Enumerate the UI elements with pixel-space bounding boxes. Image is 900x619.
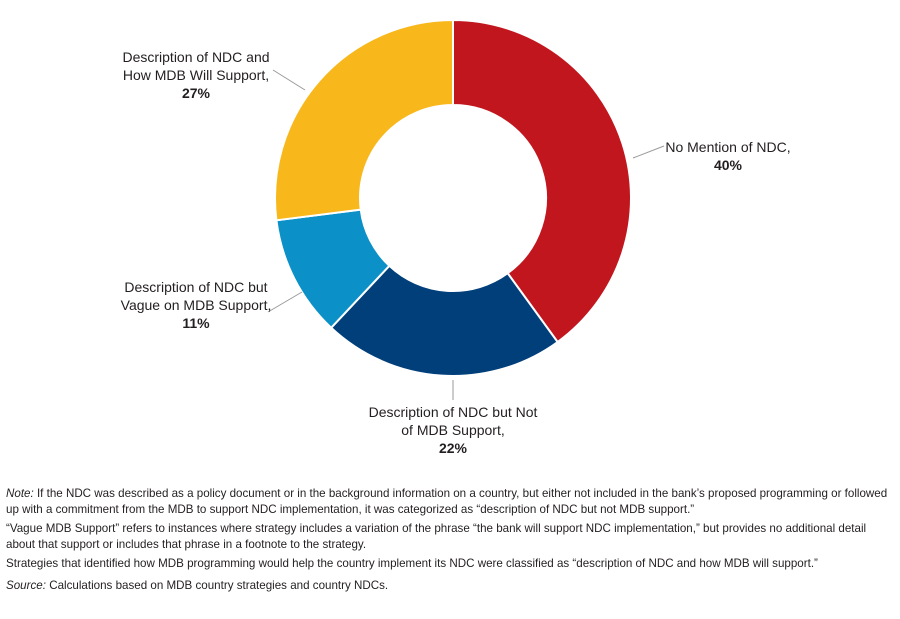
leader-line [632,145,665,159]
donut-slices [274,18,632,377]
slice-labels: No Mention of NDC, 40% Description of NDC … [121,49,791,456]
donut-slice [274,18,454,222]
leader-line [272,69,306,91]
slice-label-line: Description of NDC but [124,279,267,295]
slice-label-line: How MDB Will Support, [123,67,269,83]
slice-label-line: of MDB Support, [401,422,505,438]
slice-label: No Mention of NDC, 40% [665,139,790,173]
leader-lines [267,69,665,400]
donut-slice [329,264,560,377]
slice-value-label: 27% [182,85,211,101]
slice-value-label: 22% [439,440,468,456]
donut-chart: No Mention of NDC, 40% Description of NDC … [121,18,791,456]
slice-label-line: No Mention of NDC, [665,139,790,155]
strategies-definition: Strategies that identified how MDB progr… [6,557,818,570]
slice-label: Description of NDC and How MDB Will Suppo… [122,49,269,101]
source-label: Source: [6,579,46,592]
vague-definition: “Vague MDB Support” refers to instances … [6,522,867,551]
slice-label: Description of NDC but Vague on MDB Suppo… [121,279,272,331]
slice-label-line: Description of NDC but Not [369,404,538,420]
slice-value-label: 40% [714,157,743,173]
slice-value-label: 11% [182,315,210,331]
slice-label-line: Description of NDC and [122,49,269,65]
note-text: If the NDC was described as a policy doc… [6,487,888,516]
slice-label-line: Vague on MDB Support, [121,297,272,313]
note-paragraph: Note: If the NDC was described as a poli… [6,486,896,518]
source-paragraph: Source: Calculations based on MDB countr… [6,578,896,594]
chart-notes: Note: If the NDC was described as a poli… [6,486,896,597]
source-text: Calculations based on MDB country strate… [45,579,389,592]
slice-label: Description of NDC but Not of MDB Support… [369,404,538,456]
donut-slice [452,18,632,344]
leader-line [267,291,303,313]
note-label: Note: [6,487,34,500]
